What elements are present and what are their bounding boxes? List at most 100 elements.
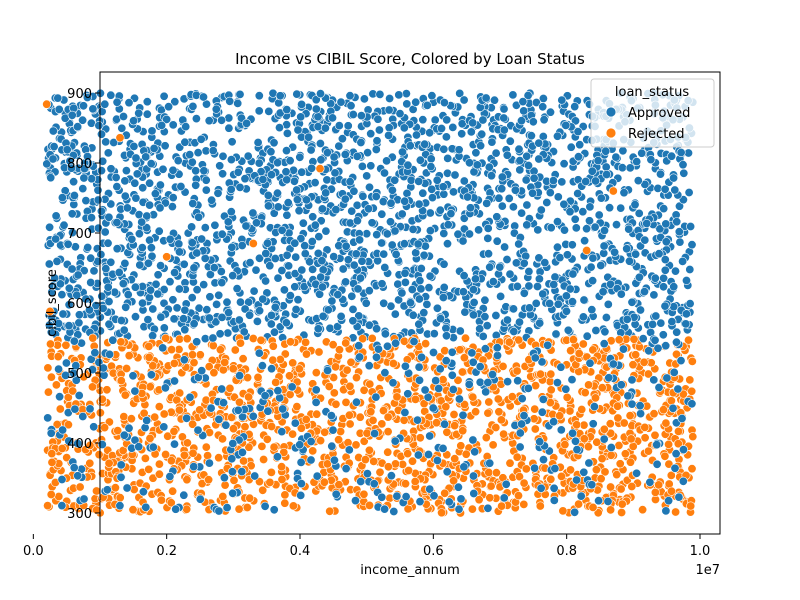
approved-point [491,148,501,158]
approved-point [570,116,580,126]
approved-point [290,418,300,428]
rejected-point [625,411,635,421]
approved-point [391,338,401,348]
rejected-point [124,351,134,361]
rejected-point [388,358,398,368]
approved-point [556,425,566,435]
rejected-point [560,440,570,450]
approved-point [429,491,439,501]
rejected-point [218,434,228,444]
approved-point [167,202,177,212]
approved-point [356,138,366,148]
approved-point [508,90,518,100]
approved-point [681,319,691,329]
approved-point [611,152,621,162]
approved-point [419,250,429,260]
approved-point [428,347,438,357]
approved-point [604,373,614,383]
approved-point [274,123,284,133]
approved-point [636,409,646,419]
x-axis-offset: 1e7 [695,563,720,578]
approved-point [282,105,292,115]
approved-point [316,272,326,282]
approved-point [504,193,514,203]
approved-point [545,188,555,198]
approved-point [618,146,628,156]
approved-point [278,404,288,414]
rejected-point [148,361,158,371]
approved-point [362,469,372,479]
approved-point [200,334,210,344]
approved-point [559,225,569,235]
x-tick-label: 0.2 [156,544,177,559]
approved-point [252,316,262,326]
approved-point [617,163,627,173]
approved-point [650,335,660,345]
approved-point [424,283,434,293]
approved-point [331,205,341,215]
approved-point [379,168,389,178]
approved-point [670,266,680,276]
approved-point [73,122,83,132]
approved-point [52,256,62,266]
rejected-point [271,377,281,387]
approved-point [561,120,571,130]
approved-point [54,364,64,374]
approved-point [675,237,685,247]
approved-point [502,150,512,160]
approved-point [646,155,656,165]
approved-point [69,336,79,346]
approved-point [281,146,291,156]
approved-point [64,321,74,331]
rejected-point [484,467,494,477]
approved-point [148,304,158,314]
approved-point [308,264,318,274]
approved-point [481,387,491,397]
approved-point [687,240,697,250]
approved-point [251,265,261,275]
rejected-point [650,487,660,497]
approved-point [463,192,473,202]
approved-point [394,90,404,100]
approved-point [483,377,493,387]
approved-point [364,361,374,371]
rejected-point [351,373,361,383]
rejected-point [116,337,126,347]
approved-point [588,419,598,429]
approved-point [211,317,221,327]
rejected-point [449,409,459,419]
approved-point [545,107,555,117]
approved-point [660,265,670,275]
approved-point [187,293,197,303]
approved-point [201,185,211,195]
approved-point [349,260,359,270]
rejected-point [150,412,160,422]
approved-point [115,501,125,511]
approved-point [414,319,424,329]
approved-point [97,129,107,139]
approved-point [426,162,436,172]
approved-point [552,242,562,252]
rejected-point [617,507,627,517]
rejected-point [606,450,616,460]
approved-point [336,311,346,321]
approved-point [483,233,493,243]
approved-point [667,317,677,327]
approved-point [364,320,374,330]
approved-point [639,287,649,297]
rejected-point [168,486,178,496]
rejected-point [294,364,304,374]
rejected-point [410,476,420,486]
approved-point [414,176,424,186]
approved-point [272,188,282,198]
approved-point [245,258,255,268]
rejected-point [671,349,681,359]
approved-point [89,266,99,276]
approved-point [254,106,264,116]
approved-point [103,282,113,292]
approved-point [530,463,540,473]
rejected-point [467,504,477,514]
approved-point [148,442,158,452]
approved-point [407,284,417,294]
approved-point [439,189,449,199]
